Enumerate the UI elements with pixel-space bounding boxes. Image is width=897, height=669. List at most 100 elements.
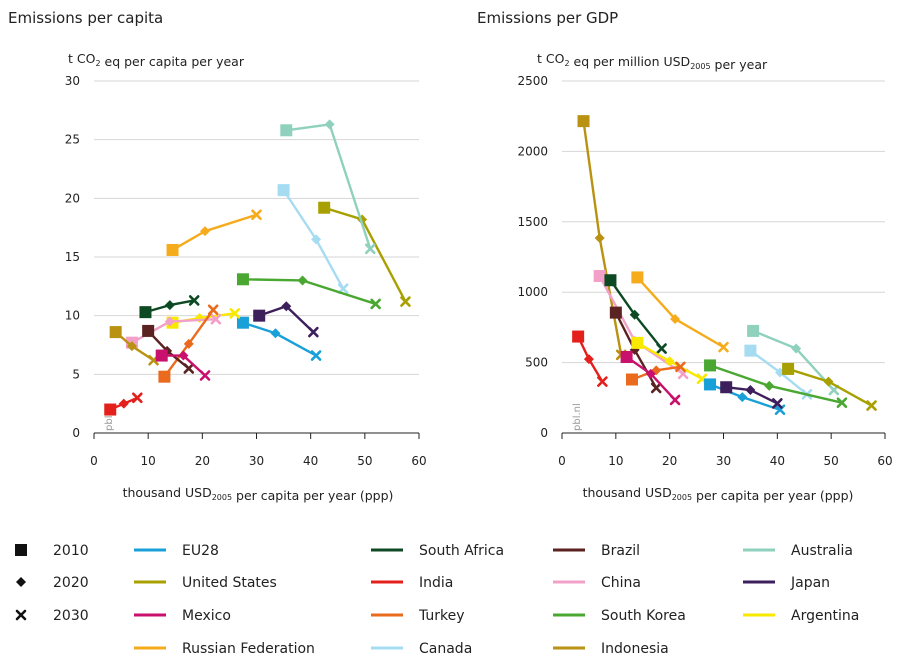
x-tick-label: 50	[357, 454, 372, 468]
point-diamond	[178, 350, 189, 361]
legend-label-south-korea: South Korea	[601, 608, 686, 624]
point-cross	[656, 343, 667, 354]
point-square	[109, 326, 122, 339]
x-tick-label: 10	[141, 454, 156, 468]
x-tick-label: 40	[303, 454, 318, 468]
series-south-africa	[604, 274, 667, 354]
series-australia	[280, 119, 376, 255]
series-japan	[253, 301, 319, 338]
watermark: pbl.nl	[104, 403, 115, 431]
series-russian-federation	[631, 271, 729, 353]
series-argentina	[631, 336, 708, 385]
x-tick-label: 30	[249, 454, 264, 468]
point-square	[253, 309, 266, 322]
series-mexico	[620, 350, 681, 406]
point-diamond	[126, 341, 137, 352]
y-tick-label: 30	[65, 74, 80, 88]
series-line	[242, 278, 377, 306]
series-line	[323, 206, 407, 303]
y-tick-label: 1000	[517, 285, 548, 299]
legend-label-mexico: Mexico	[182, 608, 231, 624]
point-square	[280, 124, 293, 137]
point-square	[704, 378, 717, 391]
point-square	[631, 336, 644, 349]
y-tick-label: 0	[72, 426, 80, 440]
series-turkey	[625, 361, 686, 386]
point-square	[782, 362, 795, 375]
point-cross	[772, 398, 783, 409]
point-diamond	[311, 234, 322, 245]
point-cross	[308, 326, 319, 338]
point-cross	[866, 400, 877, 411]
legend-label-japan: Japan	[790, 575, 830, 591]
y-tick-label: 2500	[517, 74, 548, 88]
point-diamond	[583, 354, 594, 365]
legend-marker-square	[15, 544, 27, 556]
point-square	[158, 370, 171, 383]
legend-label-india: India	[419, 575, 453, 591]
point-diamond	[629, 309, 640, 320]
legend-label-china: China	[601, 575, 641, 591]
point-square	[166, 243, 179, 256]
point-square	[625, 373, 638, 386]
series-eu28	[236, 316, 322, 361]
x-tick-label: 30	[716, 454, 731, 468]
y-axis-label: t CO2 eq per million USD2005 per year	[537, 51, 768, 72]
legend-marker-diamond	[16, 577, 26, 587]
point-square	[236, 273, 249, 286]
legend-label-australia: Australia	[791, 543, 853, 559]
point-cross	[183, 363, 195, 374]
point-diamond	[764, 380, 775, 391]
x-tick-label: 50	[824, 454, 839, 468]
point-square	[104, 403, 117, 416]
point-diamond	[737, 392, 748, 403]
y-tick-label: 5	[72, 367, 80, 381]
series-united-states	[782, 362, 877, 411]
point-square	[236, 316, 249, 329]
point-cross	[229, 308, 241, 319]
legend-year-label: 2020	[53, 575, 89, 591]
legend-label-indonesia: Indonesia	[601, 641, 669, 657]
point-square	[577, 115, 590, 128]
point-cross	[718, 341, 729, 353]
y-tick-label: 15	[65, 250, 80, 264]
legend-label-south-africa: South Africa	[419, 543, 504, 559]
point-cross	[675, 361, 686, 373]
point-diamond	[164, 300, 175, 311]
series-turkey	[158, 304, 219, 383]
x-axis-label: thousand USD2005 per capita per year (pp…	[123, 485, 394, 503]
series-line	[171, 213, 257, 251]
point-diamond	[670, 313, 681, 324]
legend-label-canada: Canada	[419, 641, 472, 657]
chart-1: Emissions per capita t CO2 eq per capita …	[8, 9, 427, 503]
x-tick-label: 40	[770, 454, 785, 468]
point-square	[747, 324, 760, 337]
y-tick-label: 2000	[517, 144, 548, 158]
chart-2: Emissions per GDP t CO2 eq per million US…	[477, 9, 893, 503]
point-cross	[597, 376, 608, 387]
series-india	[572, 330, 608, 387]
point-diamond	[594, 232, 605, 243]
point-cross	[207, 304, 219, 316]
chart-title: Emissions per capita	[8, 9, 163, 27]
legend-label-eu28: EU28	[182, 543, 219, 559]
point-cross	[310, 350, 322, 361]
point-diamond	[745, 385, 756, 396]
legend-year-label: 2010	[53, 543, 89, 559]
series-south-korea	[704, 359, 848, 409]
point-diamond	[200, 226, 211, 237]
series-line	[636, 276, 725, 349]
legend-year-label: 2030	[53, 608, 89, 624]
point-square	[620, 350, 633, 363]
point-cross	[650, 382, 662, 394]
point-square	[155, 349, 168, 362]
y-tick-label: 10	[65, 309, 80, 323]
y-tick-label: 500	[525, 356, 548, 370]
point-square	[631, 271, 644, 284]
point-cross	[188, 295, 200, 306]
x-tick-label: 10	[608, 454, 623, 468]
x-tick-label: 60	[877, 454, 892, 468]
legend-label-brazil: Brazil	[601, 543, 640, 559]
